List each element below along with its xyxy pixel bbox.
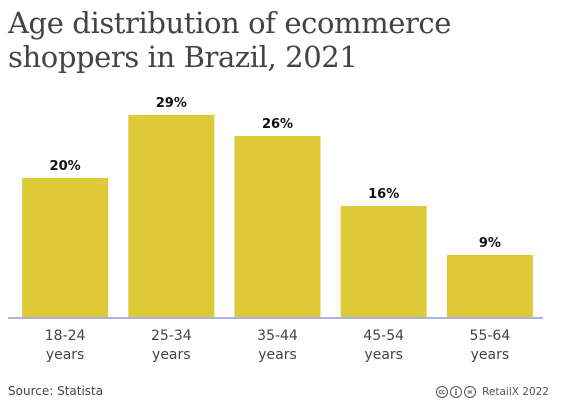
x-tick-label: years: [46, 347, 85, 363]
data-label: 16%: [368, 187, 399, 202]
credit: RetailX 2022: [436, 386, 549, 398]
x-tick-label: 18-24: [45, 328, 86, 344]
chart-title: Age distribution of ecommerce shoppers i…: [8, 6, 452, 74]
creative-commons-icon: [436, 386, 449, 398]
data-label: 26%: [262, 117, 293, 132]
bar-55-64: [446, 255, 533, 318]
x-tick-label: 55-64: [470, 328, 511, 344]
bar-45-54: [340, 206, 427, 318]
bar-18-24: [22, 178, 109, 318]
no-derivatives-icon: [464, 386, 477, 398]
x-tick-label: years: [364, 347, 403, 363]
bar-25-34: [128, 115, 215, 318]
source-note: Source: Statista: [8, 384, 104, 398]
x-tick-label: 45-54: [363, 328, 404, 344]
credit-text: RetailX 2022: [482, 386, 549, 398]
data-label: 9%: [479, 236, 501, 251]
data-label: 29%: [156, 96, 187, 111]
x-tick-labels: 18-24 years 25-34 years 35-44 years 45-54 years…: [45, 328, 511, 363]
data-label: 20%: [50, 159, 81, 174]
bar-35-44: [234, 136, 321, 318]
bars-group: 20% 29% 26% 16% 9%: [22, 96, 533, 318]
x-tick-label: 35-44: [257, 328, 298, 344]
x-tick-label: years: [471, 347, 510, 363]
attribution-icon: [450, 386, 463, 398]
x-tick-label: 25-34: [151, 328, 192, 344]
x-tick-label: years: [152, 347, 191, 363]
x-tick-label: years: [258, 347, 297, 363]
